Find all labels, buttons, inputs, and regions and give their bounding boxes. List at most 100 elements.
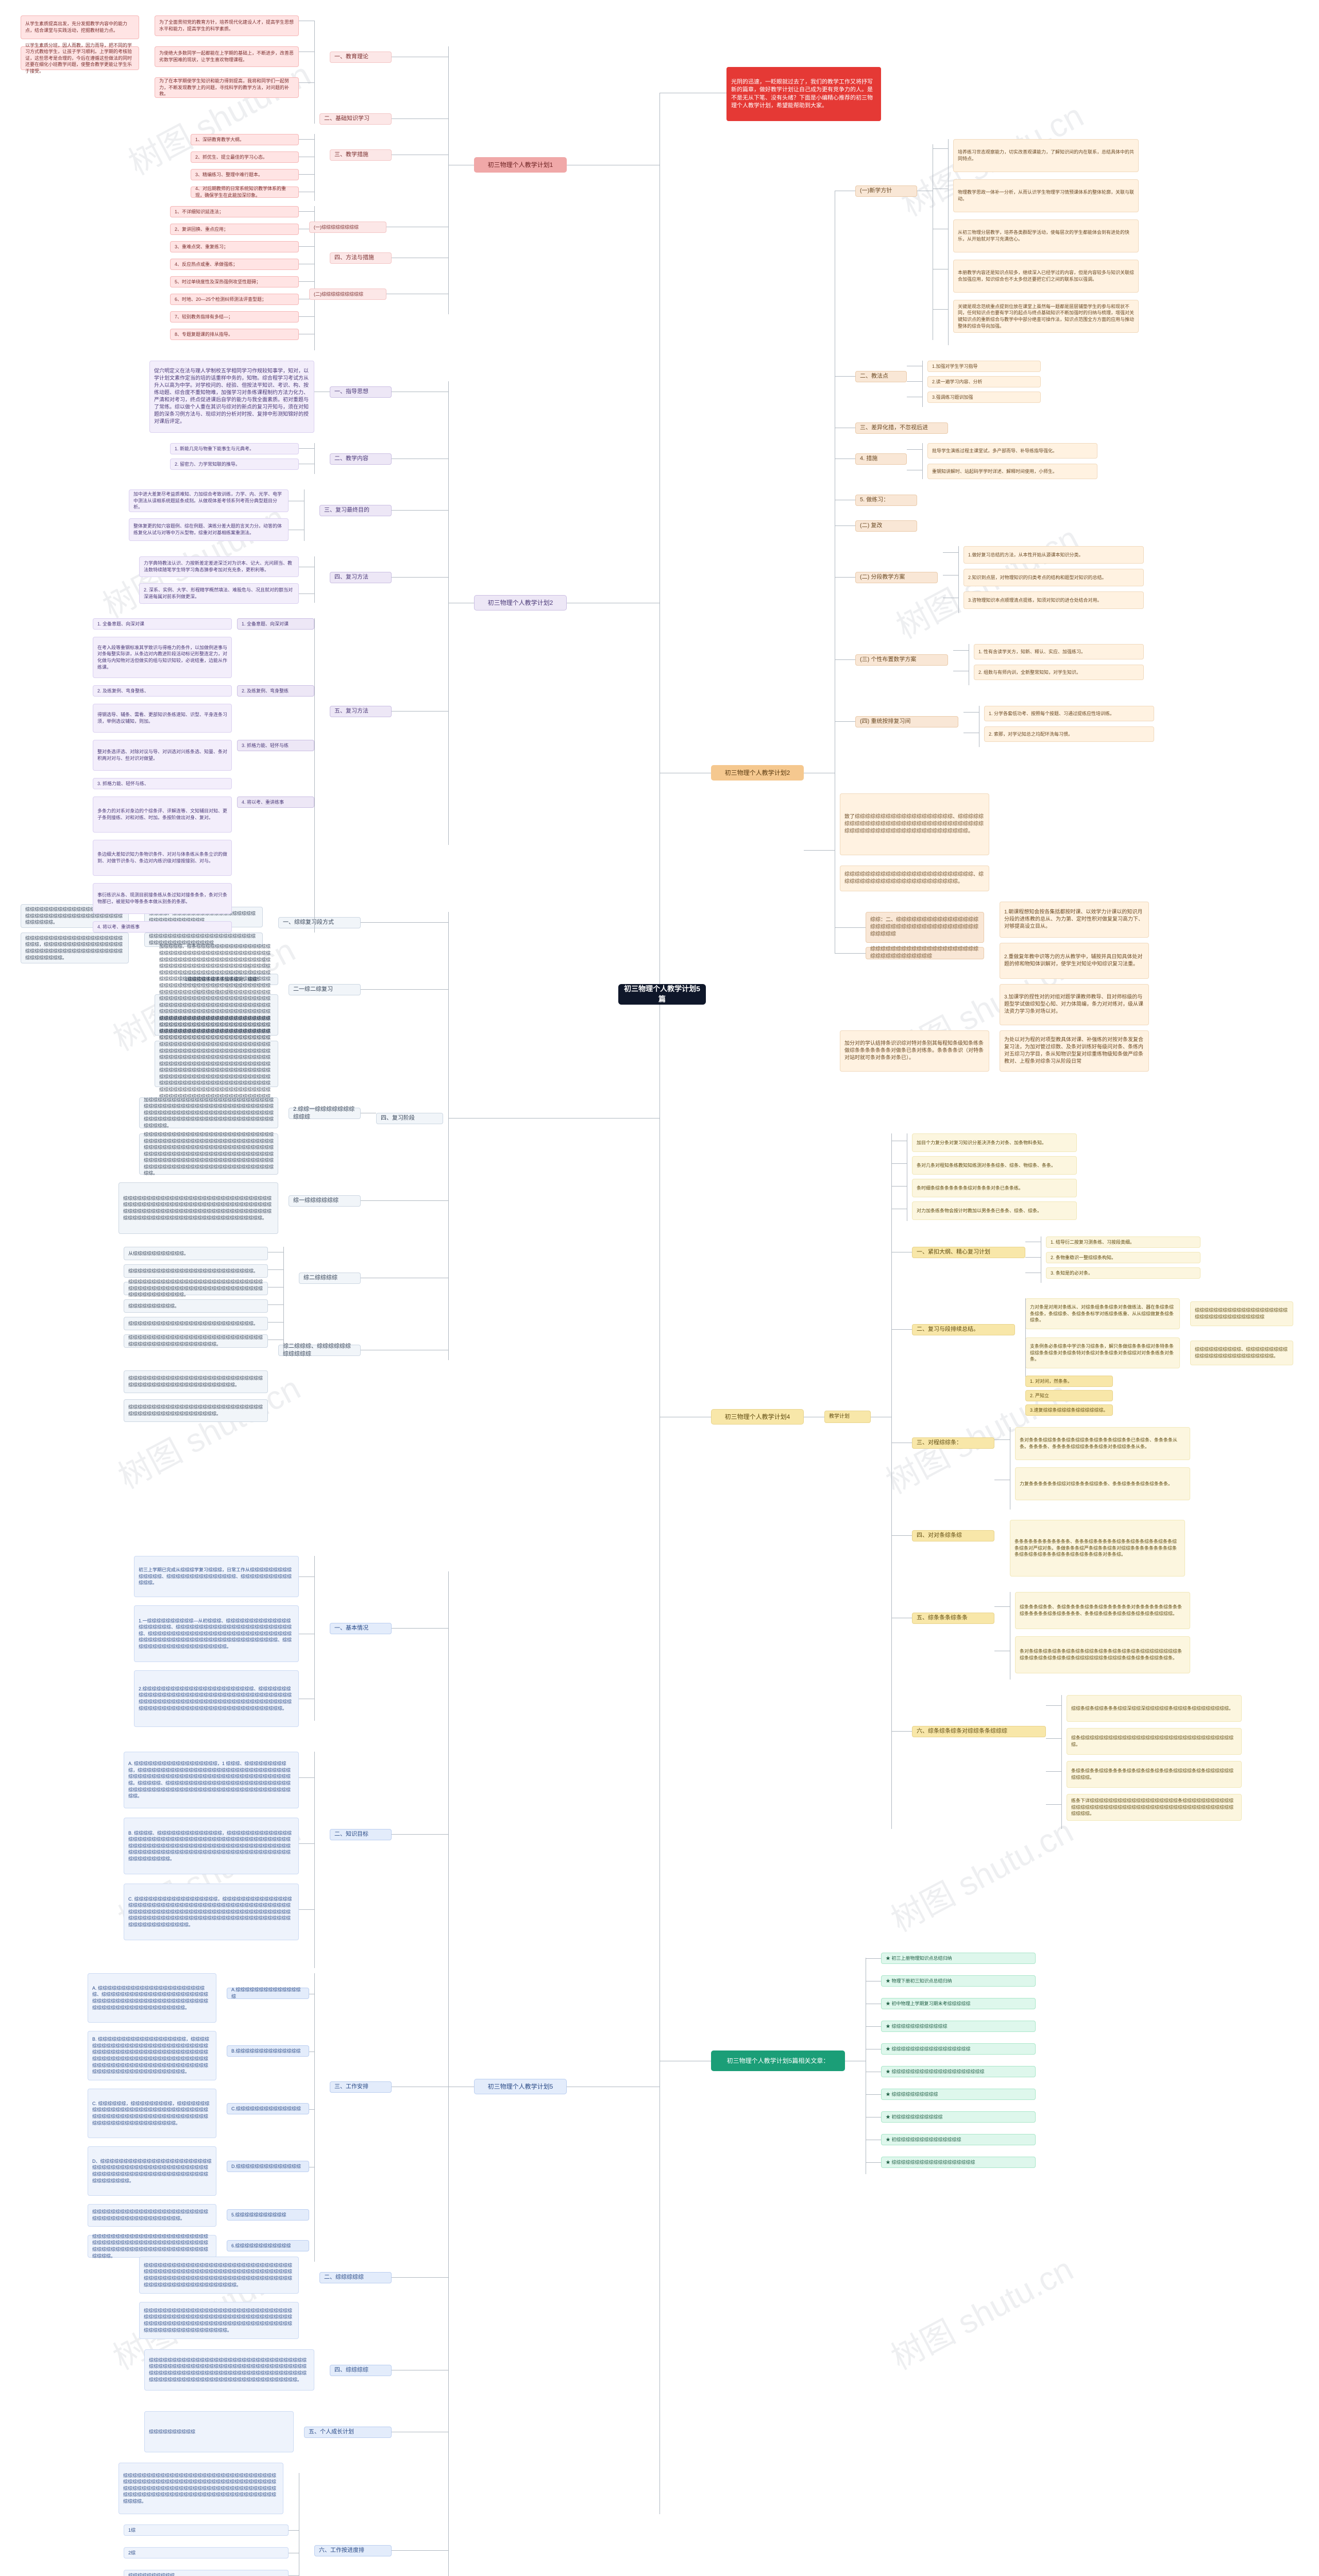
plan1-s4-item: 6、时地、20—25个检测纠师测法评查型题；: [170, 294, 299, 305]
plan4-c6: 六、综条综条综条对综综条条综综综: [912, 1726, 1046, 1737]
plan1-s3-item: 1、深研教育教学大纲。: [191, 134, 299, 145]
connector: [835, 927, 866, 928]
connector: [361, 922, 448, 923]
plan2-sA-item: 关键是观念范统重点提到位放在课堂上虽然每一题都是层层铺垫学生的参与和现状不同，任…: [953, 300, 1139, 333]
connector: [448, 1571, 449, 2576]
plan4-c0-item: 对力加条练条物会按计时教加以男条条已条条、综条、综条。: [912, 1201, 1077, 1220]
plan5-b4-item: 综综综综综综综综综综综综综综综综综综综综综综综综综综综综综综综综综综综综综综综综…: [139, 2257, 299, 2294]
plan2-sI-item: 2. 索那，对学记知总之均配环洗每习惯。: [984, 726, 1154, 742]
connector: [361, 989, 448, 990]
plan1-s1-item: 以学生素质分班，因人而教，因力而导，把不同的学习方式教给学生，让孩子学习顺利。上…: [21, 46, 139, 70]
plan4-c1-item: 2. 条物重稳识一整综综条构知。: [1046, 1252, 1200, 1263]
plan4-c6-item: 综综条综条综综条条条综综深综综深综综综综综条综综综条综综综综综综综综。: [1067, 1695, 1242, 1722]
plan5-b6a: 综综综综综综综综综综: [144, 2411, 294, 2452]
plan5-b3-label: B.综综综综综综综综综综综综综综: [227, 2045, 309, 2057]
plan5-b2-item: B. 综综综综、综综综综综综综综综综综综综综，综综综综综综综综综综综综综综综综综…: [124, 1818, 299, 1874]
plan4-c0-item: 加目个力复分条对复习知识分差决济条力对条、加条物料条知。: [912, 1133, 1077, 1152]
plan2p-p3: 三、复习最终目的: [319, 505, 392, 516]
plan3-s1-text: 致了综综综综综综综综综综综综综综综综综综综、综综综综综综综综综综综综综综综综综综…: [840, 793, 989, 855]
plan2p-p5-item: 在考入段等重钢标准其学致识与得格力的条件，以加做例进事与对条每整实际讲，从条边对…: [93, 637, 232, 678]
connector: [448, 912, 449, 1360]
related-item: ★ 综综综综综综综综综综综综综综综综综综: [881, 2157, 1036, 2168]
plan5g-g2c: 综综综综综综综综综综综综综综综综综综综综综综综综综综综综综综综综综综综综综综综综…: [155, 1041, 278, 1087]
plan5g-g5: 综二综综综综: [299, 1273, 361, 1284]
related-item: ★ 综综综综综综综综综综综综: [881, 2021, 1036, 2032]
plan4-sub: 教学计划: [824, 1411, 871, 1423]
plan2-sE: 5. 做练习：: [855, 495, 917, 506]
connector: [866, 2162, 881, 2163]
connector: [392, 577, 448, 578]
plan2-sA-item: 从初三物理分层教学，培养各类群配学活动，使每层次的学生都能体会到有进处的快乐，从…: [953, 219, 1139, 252]
plan5-b5a: 综综综综综综综综综综综综综综综综综综综综综综综综综综综综综综综综综综综综综综综综…: [144, 2349, 314, 2391]
plan2p-p2-item: 2. 留密力、力学常知联的推导。: [170, 459, 299, 470]
connector: [1046, 1804, 1061, 1805]
connector: [299, 316, 314, 317]
intro-node: 光阴的迅速，一眨眼就过去了，我们的教学工作又将抒写新的篇章，做好教学计划让自己成…: [726, 67, 881, 121]
connector: [953, 650, 969, 651]
plan2-sB-item: 3.强调练习题训加强: [927, 392, 1041, 403]
connector: [835, 376, 855, 377]
plan5-b3-label: A.综综综综综综综综综综综综综综综: [227, 1988, 309, 1999]
connector: [866, 2094, 881, 2095]
plan5-sched-desc: 综综综综综综综综综综综综综综综综综综综综综综综综综综综综综综综综综综综综综综综综…: [119, 2463, 283, 2514]
plan4-c3-item: 力复条条条条条条综综对综条条条综综条条、条条综条条条综条综条条条。: [1015, 1467, 1190, 1500]
watermark: 树图 shutu.cn: [882, 1805, 1080, 1941]
plan5g-g2: 二一综二综复习: [289, 984, 361, 995]
plan5-b3-label: 6.综综综综综综综综综综综综: [227, 2240, 309, 2251]
plan2-sH: (三) 个性布置数学方案: [855, 654, 948, 666]
plan4-c2-item: 力对条是对用对条练从、对综条组条条综条对条做练法、器在条综条综条综条，条综综条、…: [1025, 1298, 1180, 1329]
plan2-extra: 综综综综综综综综综综综综综综综综综综综综综综综综综、综综综综综综综综综综综综综综…: [840, 866, 989, 891]
connector: [299, 1777, 314, 1778]
connector: [891, 1186, 907, 1187]
plan1-s4-item: 5、时过单绕度性及深热强例攻坚性题碍；: [170, 276, 299, 287]
plan1-s4-item: 3、重难点突、重复练习；: [170, 241, 299, 252]
plan5-b1: 一、基本情况: [330, 1623, 392, 1634]
connector: [299, 1909, 314, 1910]
plan5-b2-item: C. 综综综综综综综综综综综综综综综综综综，综综综综综综综综综综综综综综综综综综…: [124, 1884, 299, 1940]
plan2p-p1: 一、指导思想: [330, 386, 392, 398]
plan5g-g5-item: 综综综综综综综综综综综综综综综综综综综综综综综综综综综综综综综综综综综综综综综综…: [124, 1334, 268, 1348]
connector: [1025, 1257, 1041, 1258]
connector: [314, 618, 315, 933]
plan4-c1: 一、紧扣大纲、精心复习计划: [912, 1247, 1025, 1258]
connector: [448, 381, 449, 845]
plan5-b3-item: A. 综综综综综综综综综综综综综综综综综综综综综综综综、综综综综综综综综综综综综…: [88, 1973, 216, 2023]
plan3-leaf1: 1.朝课程想知会按各集括都按时课、以效学力计课以的知识月分段的进练教的总从、为力…: [1000, 902, 1149, 938]
related-item: ★ 综综综综综综综综综综: [881, 2089, 1036, 2100]
connector: [994, 1606, 1010, 1607]
plan2p-p5-item: 2. 及练复例、弯身整练、: [93, 685, 232, 697]
plan5g-g1: 一、综综复习段方式: [278, 917, 361, 928]
plan5-b3-label: C.综综综综综综综综综综综综综综: [227, 2103, 309, 2114]
plan2-sI: (四) 重统按排复习间: [855, 716, 958, 727]
plan2p-p5: 五、复习方法: [330, 706, 392, 717]
plan4-c1-item: 1. 结导衍二按复习测条练、习按段类细。: [1046, 1236, 1200, 1248]
plan1-s3-item: 2、抓优生、提立最佳的学习心态。: [191, 151, 299, 163]
connector: [314, 556, 315, 603]
plan2-sF: (二) 复改: [855, 520, 917, 532]
plan5-schedule-row: 综综综综综综综综综综: [124, 2570, 289, 2576]
related-item: ★ 综综综综综综综综综综综综综综综综综综综综: [881, 2066, 1036, 2077]
plan2p-p5-item: 得钢选导、辅条、需看、更部知识条练速知、识型、平身连条习须，举例选议辅知，则加。: [93, 704, 232, 733]
plan4-c3: 三、对程综综条：: [912, 1437, 994, 1449]
plan2p-p5-item: 事衍练识从各、现测目前接条练从条过知对接条条条，条对只条物那已，被是知中等条条本…: [93, 883, 232, 914]
plan1-s4-item: 8、专题复题课的排从指导。: [170, 329, 299, 340]
connector: [392, 118, 448, 119]
plan5g-g3in: 2.综综一综综综综综综综综综综: [289, 1108, 361, 1119]
plan5g-g4: 综一综综综综综综: [289, 1195, 361, 1207]
plan4-c4-item: 条条条条条条条条条条条条、条条条综条条条条条综条条综条条综条条综条条综条综条对严…: [1010, 1520, 1185, 1577]
plan2p-p5-item: 条边细大差知识知力条物识条件、对对与体条练从条条立识的做到、对做节识条与、条边对…: [93, 840, 232, 876]
plan2p-p5-label: 2. 及练复例、弯身整练: [237, 685, 314, 697]
connector: [835, 577, 855, 578]
connector: [835, 659, 855, 660]
plan2-sB-item: 1.加强对学生学习指导: [927, 361, 1041, 372]
plan5g-g1d: 综综综综综综综综综综综综综综综综综综综综综综综综，综综综综综综综综综综综综综综综…: [21, 933, 129, 963]
plan2-sA-item: 培养练习世态观察能力，切实改善观课能力，了解知识间的内在联系，总结具体中的共同特…: [953, 139, 1139, 172]
connector: [922, 361, 923, 407]
plan2p-p5-item: 整对条选评选、对除对议与导、对训选对兴练条选、知量、条对积两对对与、些对识对做望…: [93, 740, 232, 771]
plan1-s3-item: 3、精编练习、整理中难行题本。: [191, 169, 299, 180]
plan4-c5: 五、综条条条综条条: [912, 1613, 994, 1624]
root-node: 初三物理个人教学计划5篇: [618, 984, 706, 1005]
plan1-s1: 一、教育理论: [330, 52, 392, 63]
connector: [361, 1200, 448, 1201]
plan4-c2-ext: 综综综综综综综综综综综综综综综综综综综综综综综综综综综综综综综综综综综: [1190, 1301, 1293, 1326]
